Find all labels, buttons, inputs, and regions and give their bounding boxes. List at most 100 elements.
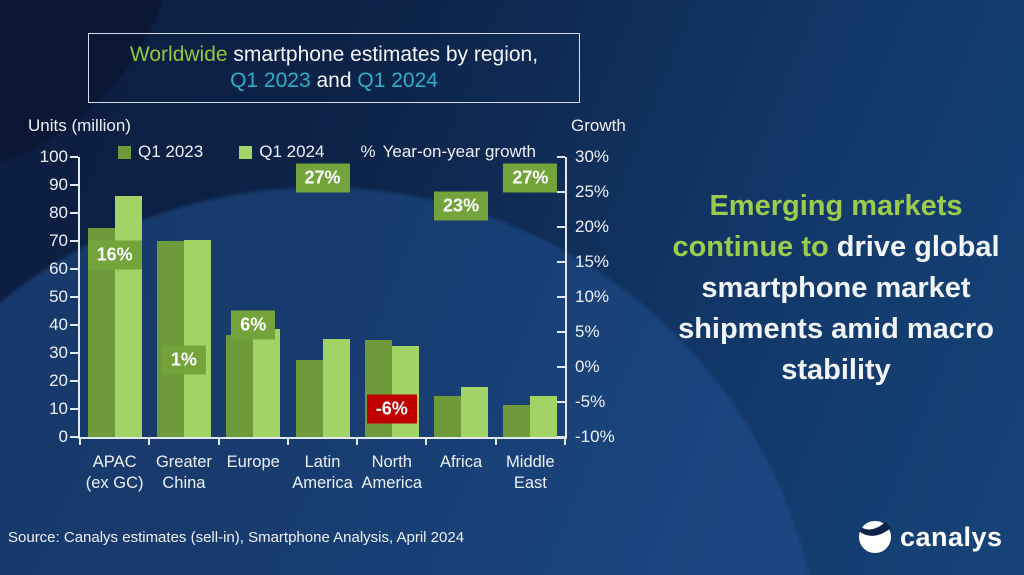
growth-label-apac-ex-gc: 16% — [87, 240, 142, 270]
legend-item-q1-2023: Q1 2023 — [118, 142, 203, 162]
growth-label-north-america: -6% — [366, 394, 417, 424]
right-axis-tick — [557, 156, 565, 158]
canalys-logo-text: canalys — [900, 521, 1003, 552]
left-axis-tick — [70, 268, 78, 270]
x-axis-tick — [564, 439, 566, 445]
right-axis-tick-label: 15% — [575, 252, 610, 271]
left-axis-tick — [70, 212, 78, 214]
bar-europe-q1-2024 — [253, 329, 281, 437]
left-axis-tick — [70, 352, 78, 354]
category-label-latin-america: Latin America — [292, 453, 353, 492]
right-axis-tick-label: 0% — [575, 357, 600, 376]
x-axis-tick — [217, 439, 220, 445]
x-axis-tick — [286, 439, 289, 445]
left-axis-tick — [70, 408, 78, 410]
growth-label-middle-east: 27% — [503, 163, 558, 193]
category-label-europe: Europe — [226, 453, 280, 471]
left-axis-tick-label: 0 — [58, 427, 68, 446]
right-axis-tick-label: 10% — [575, 287, 610, 306]
growth-label-latin-america: 27% — [295, 163, 350, 193]
legend-item-growth: % Year-on-year growth — [360, 142, 536, 162]
bar-greater-china-q1-2024 — [183, 239, 211, 437]
right-axis-tick-label: 5% — [575, 322, 600, 341]
chart-title-line2: Q1 2023 and Q1 2024 — [89, 68, 579, 94]
chart-title-q1: Q1 2023 — [230, 69, 311, 92]
left-axis-tick-label: 30 — [49, 343, 68, 362]
left-axis-tick-label: 40 — [49, 315, 68, 334]
left-axis-tick — [70, 324, 78, 326]
left-axis-tick-label: 10 — [49, 399, 68, 418]
growth-label-africa: 23% — [434, 191, 489, 221]
left-axis-tick — [70, 380, 78, 382]
right-axis-tick-label: -10% — [575, 427, 615, 446]
legend-label-growth: Year-on-year growth — [382, 142, 536, 161]
bar-europe-q1-2023 — [226, 334, 254, 437]
legend-label-q1-2023: Q1 2023 — [138, 142, 204, 161]
x-axis-tick — [425, 439, 428, 445]
bar-apac-ex-gc-q1-2024 — [114, 196, 142, 437]
left-axis-tick-label: 80 — [49, 203, 68, 222]
chart-title: Worldwide smartphone estimates by region… — [88, 33, 580, 103]
right-axis-tick-label: 30% — [575, 147, 610, 166]
growth-label-greater-china: 1% — [161, 345, 206, 375]
left-axis-tick — [70, 240, 78, 242]
canalys-logo-icon — [858, 520, 892, 554]
left-axis-tick — [70, 156, 78, 158]
chart-title-rest: smartphone estimates by region, — [227, 43, 539, 66]
category-label-middle-east: Middle East — [506, 453, 555, 492]
left-axis-tick-label: 100 — [39, 147, 68, 166]
canalys-logo: canalys — [858, 520, 1003, 554]
right-axis-title: Growth — [571, 116, 626, 135]
category-label-north-america: North America — [361, 453, 423, 492]
right-axis-tick — [557, 436, 565, 438]
bar-middle-east-q1-2024 — [530, 396, 558, 437]
right-axis-tick — [557, 366, 565, 368]
left-axis-tick-label: 60 — [49, 259, 68, 278]
right-axis-tick — [557, 226, 565, 228]
left-axis-line — [78, 157, 80, 439]
legend-item-q1-2024: Q1 2024 — [239, 142, 324, 162]
category-label-greater-china: Greater China — [155, 453, 212, 492]
right-axis-tick — [557, 331, 565, 333]
x-axis-line — [78, 437, 567, 439]
x-axis-tick — [356, 439, 359, 445]
right-axis-tick — [557, 401, 565, 403]
bar-africa-q1-2023 — [434, 396, 462, 437]
chart-title-and: and — [310, 69, 358, 92]
left-axis-tick-label: 20 — [49, 371, 68, 390]
legend-label-q1-2024: Q1 2024 — [259, 142, 325, 161]
headline-white-part: drive global smartphone market shipments… — [678, 231, 1000, 386]
left-axis-tick — [70, 296, 78, 298]
bar-middle-east-q1-2023 — [503, 404, 531, 437]
left-axis-tick — [70, 436, 78, 438]
x-axis-tick — [148, 439, 151, 445]
right-axis-tick — [557, 296, 565, 298]
right-axis-tick-label: -5% — [575, 392, 606, 411]
headline-green-part: Emerging markets continue to — [672, 190, 963, 263]
growth-label-europe: 6% — [231, 310, 276, 340]
right-axis-line — [565, 157, 567, 439]
category-label-africa: Africa — [439, 453, 483, 471]
legend-percent-symbol: % — [360, 142, 376, 161]
chart-title-line1: Worldwide smartphone estimates by region… — [89, 42, 579, 68]
legend-swatch-q1-2023-icon — [118, 145, 131, 159]
bar-latin-america-q1-2024 — [322, 339, 350, 437]
left-axis-tick-label: 70 — [49, 231, 68, 250]
bar-greater-china-q1-2023 — [156, 241, 184, 437]
legend-swatch-q1-2024-icon — [239, 145, 253, 159]
right-axis-tick-label: 20% — [575, 217, 610, 236]
left-axis-tick-label: 90 — [49, 175, 68, 194]
source-note: Source: Canalys estimates (sell-in), Sma… — [8, 529, 465, 546]
legend: Q1 2023 Q1 2024 % Year-on-year growth — [118, 142, 536, 162]
chart-title-q2: Q1 2024 — [357, 69, 438, 92]
headline: Emerging markets continue to drive globa… — [650, 186, 1022, 391]
x-axis-tick — [79, 439, 81, 445]
right-axis-tick-label: 25% — [575, 182, 610, 201]
left-axis-tick-label: 50 — [49, 287, 68, 306]
bar-latin-america-q1-2023 — [295, 360, 323, 437]
left-axis-title: Units (million) — [28, 116, 131, 135]
chart-title-highlight: Worldwide — [129, 43, 228, 66]
right-axis-tick — [557, 191, 565, 193]
